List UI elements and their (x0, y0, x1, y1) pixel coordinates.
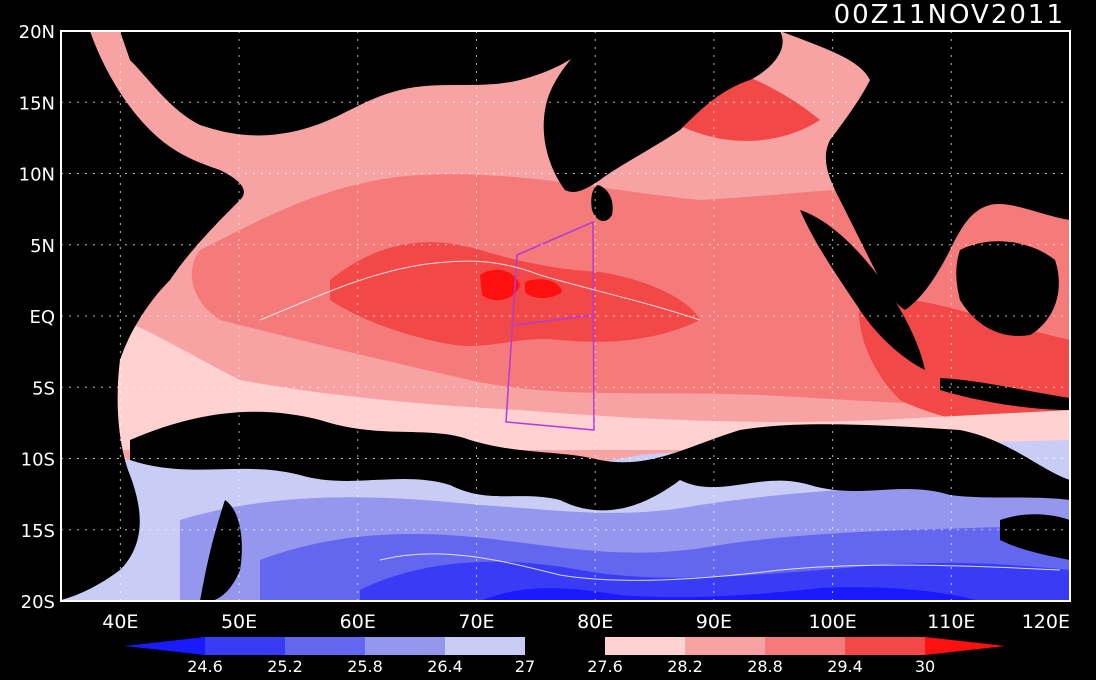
colorbar-tick-label: 25.2 (267, 657, 303, 676)
analysis-box (505, 220, 595, 431)
colorbar-tick-label: 24.6 (187, 657, 223, 676)
lon-tick-label: 120E (1022, 611, 1070, 633)
map-frame (60, 30, 1071, 602)
contour-line (259, 260, 701, 321)
land-arabia (120, 31, 600, 136)
lat-tick-label: 5N (30, 236, 55, 257)
lon-tick-label: 60E (340, 611, 376, 633)
lon-tick-label: 50E (221, 611, 257, 633)
lon-tick-label: 110E (927, 611, 975, 633)
land-borneo (956, 241, 1059, 336)
sst-cool-edge (61, 300, 1070, 450)
colorbar-tick-label: 25.8 (347, 657, 383, 676)
colorbar-segment (365, 637, 446, 655)
colorbar-segment (525, 637, 606, 655)
latitude-axis: 20N 15N 10N 5N EQ 5S 10S 15S 20S (19, 22, 55, 613)
colorbar-labels: 24.6 25.2 25.8 26.4 27 27.6 28.2 28.8 29.4 30 (187, 657, 935, 676)
land-india (543, 31, 783, 192)
sst-hotspot-2 (525, 279, 562, 298)
lat-tick-label: 20N (19, 22, 55, 43)
colorbar (125, 637, 1005, 655)
sst-black-band (130, 411, 1070, 511)
colorbar-segment (205, 637, 286, 655)
map-panel (60, 30, 1071, 602)
land-sri-lanka (591, 185, 613, 222)
land-madagascar (200, 500, 242, 601)
colorbar-segment (445, 637, 526, 655)
colorbar-arrow-high (925, 637, 1005, 655)
lat-tick-label: 5S (32, 378, 55, 399)
land-indochina-gulf (894, 129, 951, 210)
lat-tick-label: 10S (21, 450, 55, 471)
colorbar-tick-label: 30 (915, 657, 935, 676)
colorbar-segment (285, 637, 366, 655)
lon-tick-label: 40E (102, 611, 138, 633)
analysis-box-divider (513, 314, 595, 326)
land-sumatra (800, 210, 925, 370)
colorbar-tick-label: 27.6 (587, 657, 623, 676)
colorbar-tick-label: 28.8 (747, 657, 783, 676)
lat-tick-label: 15N (19, 93, 55, 114)
lat-tick-label: 20S (21, 592, 55, 613)
lon-tick-label: 100E (808, 611, 856, 633)
land-java (940, 378, 1070, 410)
colorbar-tick-label: 27 (515, 657, 535, 676)
colorbar-tick-label: 28.2 (667, 657, 703, 676)
colorbar-tick-label: 26.4 (427, 657, 463, 676)
colorbar-arrow-low (125, 637, 205, 655)
lon-tick-label: 80E (577, 611, 613, 633)
lon-tick-label: 90E (696, 611, 732, 633)
lat-tick-label: EQ (29, 307, 55, 328)
colorbar-segment (765, 637, 846, 655)
lat-tick-label: 10N (19, 165, 55, 186)
grid-lines (61, 31, 1070, 601)
contour-line (379, 553, 1061, 581)
colorbar-segment (685, 637, 766, 655)
sst-cold-5 (480, 587, 980, 601)
colorbar-segment (605, 637, 686, 655)
colorbar-segment (845, 637, 926, 655)
colorbar-tick-label: 29.4 (827, 657, 863, 676)
map-timestamp: 00Z11NOV2011 (834, 0, 1065, 30)
sst-hotspot (480, 269, 520, 301)
lon-tick-label: 70E (458, 611, 494, 633)
longitude-axis: 40E 50E 60E 70E 80E 90E 100E 110E 120E (102, 611, 1070, 633)
lat-tick-label: 15S (21, 521, 55, 542)
land-australia-nw (1000, 514, 1070, 560)
